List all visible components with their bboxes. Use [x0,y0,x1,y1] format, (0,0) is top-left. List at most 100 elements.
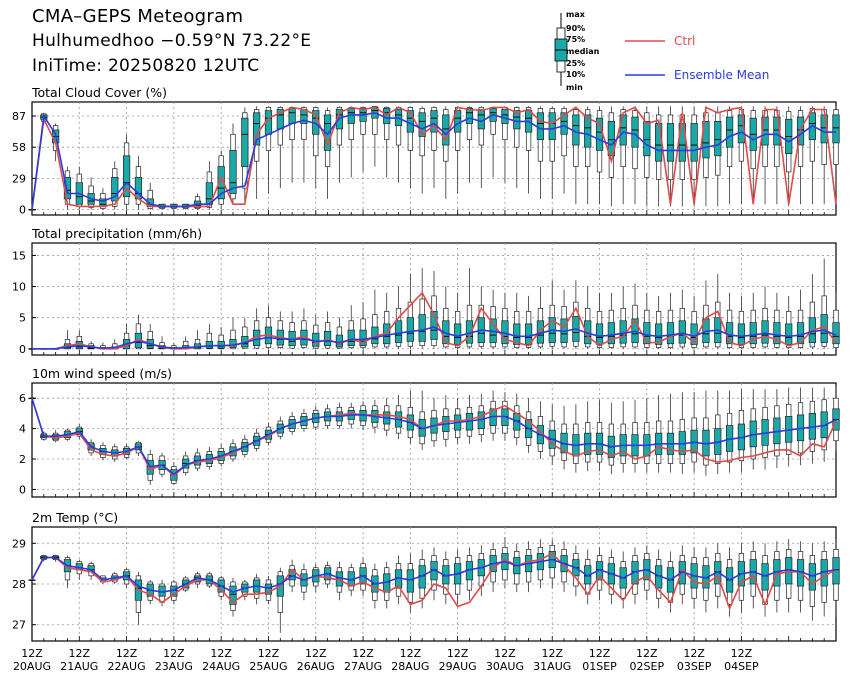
ensemble-box [430,398,438,447]
ensemble-box [229,577,237,617]
ensemble-box [87,177,95,210]
x-tick-label-hour: 12Z [447,647,469,660]
ensemble-box [796,106,805,205]
ensemble-box [28,209,36,211]
ensemble-box [702,390,710,476]
ensemble-box [146,579,154,605]
x-tick-label-hour: 12Z [21,647,43,660]
ensemble-box [312,314,320,349]
box-25-75 [430,311,438,340]
ensemble-box [442,106,450,199]
x-tick-label-date: 27AUG [344,660,382,673]
ensemble-box [773,389,781,469]
y-tick-label: 2 [19,453,26,466]
ensemble-box [489,289,497,349]
ensemble-box [217,150,225,210]
ensemble-box [430,547,438,601]
box-25-75 [536,112,545,141]
y-tick-label: 29 [12,537,26,550]
ensemble-box [773,106,781,205]
ensemble-box [264,305,273,349]
box-25-75 [406,569,414,593]
box-10-90 [372,105,378,135]
ensemble-box [300,308,308,349]
ensemble-box [548,404,556,466]
ensemble-box [584,549,592,605]
ensemble-box [548,106,556,199]
ensemble-box [241,317,249,349]
box-25-75 [619,320,627,344]
ensemble-box [134,314,143,350]
y-tick-label: 6 [19,392,26,405]
box-25-75 [678,320,686,344]
box-25-75 [749,322,757,345]
box-25-75 [312,332,320,347]
ensemble-mean-line [31,111,836,210]
ensemble-box [323,107,332,199]
ensemble-box [383,292,391,349]
ensemble-box [122,134,131,210]
ensemble-box [312,563,320,593]
y-tick-label: 5 [19,312,26,325]
ensemble-box [406,274,414,349]
ensemble-box [454,106,462,194]
ensemble-box [524,398,533,453]
y-tick-label: 0 [19,204,26,217]
panel-title-temp: 2m Temp (°C) [32,510,119,525]
panel-title-cloud: Total Cloud Cover (%) [32,85,168,100]
box-25-75 [418,314,426,342]
x-tick-label-date: 22AUG [108,660,146,673]
x-tick-label-hour: 12Z [352,647,374,660]
ensemble-mean-line [31,397,837,476]
ensemble-box [785,295,793,349]
ensemble-box [430,271,438,349]
y-tick-label: 0 [19,483,26,496]
ensemble-box [300,563,308,601]
ensemble-box [63,555,72,589]
ensemble-box [619,401,627,473]
box-25-75 [418,112,426,137]
x-tick-label-hour: 12Z [116,647,138,660]
ensemble-box [347,305,355,349]
ensemble-box [725,106,734,205]
ensemble-box [323,311,332,349]
box-25-75 [666,123,675,162]
ensemble-box [785,387,793,467]
x-tick-label-hour: 12Z [258,647,280,660]
ensemble-box [832,386,840,452]
ensemble-box [796,541,805,613]
box-25-75 [820,314,828,343]
ensemble-box [477,393,485,443]
x-tick-label-hour: 12Z [69,647,91,660]
legend-box-label: 75% [566,35,585,44]
ensemble-box [442,286,450,349]
box-25-75 [241,117,249,167]
ensemble-box [560,106,568,194]
box-25-75 [785,323,793,345]
ensemble-box [536,539,545,589]
x-tick-label-date: 24AUG [202,660,240,673]
y-tick-label: 4 [19,423,26,436]
box-25-75 [347,329,355,347]
ensemble-box [666,292,675,349]
ensemble-box [796,289,805,349]
box-25-75 [761,563,769,591]
legend-box-label: median [566,47,600,56]
ensemble-box [631,547,639,605]
box-25-75 [122,155,131,198]
box-25-75 [323,331,332,347]
ensemble-box [678,392,686,475]
ensemble-box [737,389,746,473]
box-25-75 [796,322,805,345]
box-25-75 [643,121,651,157]
box-25-75 [643,322,651,345]
box-25-75 [430,110,438,133]
ensemble-box [773,541,781,613]
box-25-75 [111,176,119,202]
ensemble-box [631,106,639,205]
ensemble-box [454,292,462,349]
ensemble-box [418,106,426,194]
box-25-75 [205,340,213,349]
ensemble-box [276,567,284,633]
